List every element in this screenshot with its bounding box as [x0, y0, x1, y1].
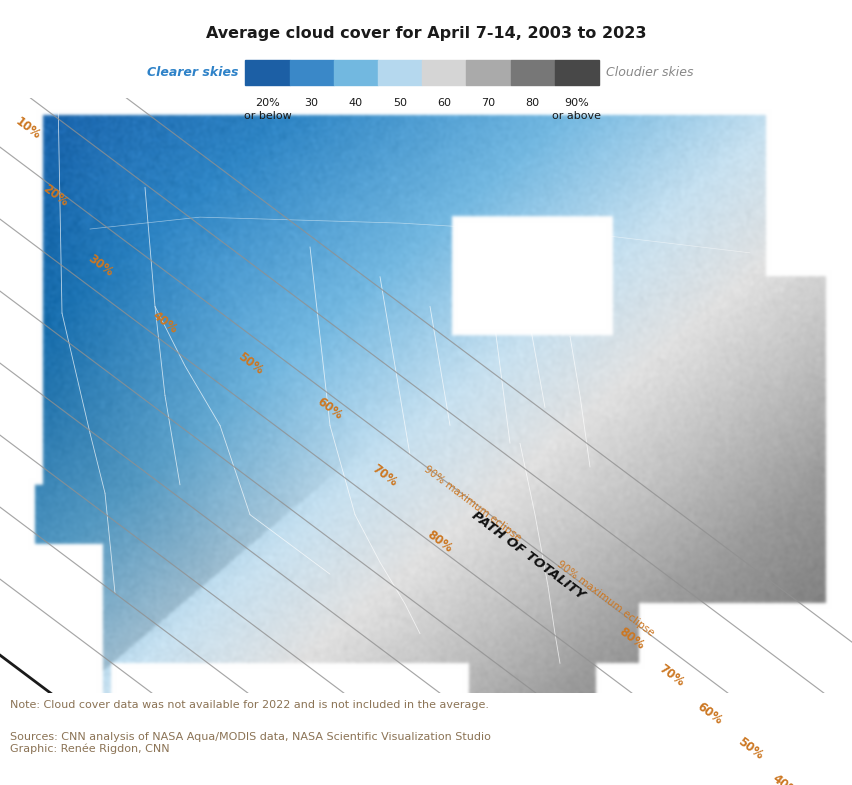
Text: 50: 50	[393, 98, 407, 108]
Text: 70: 70	[481, 98, 496, 108]
Text: 10%: 10%	[13, 115, 43, 142]
Text: 60%: 60%	[315, 395, 345, 422]
Bar	[290, 60, 334, 85]
Text: 30: 30	[305, 98, 319, 108]
Text: Sources: CNN analysis of NASA Aqua/MODIS data, NASA Scientific Visualization Stu: Sources: CNN analysis of NASA Aqua/MODIS…	[10, 732, 491, 754]
Text: 80: 80	[526, 98, 539, 108]
Text: Cloudier skies: Cloudier skies	[606, 66, 694, 78]
Bar	[510, 60, 555, 85]
Text: 40: 40	[348, 98, 363, 108]
Text: Note: Cloud cover data was not available for 2022 and is not included in the ave: Note: Cloud cover data was not available…	[10, 700, 489, 710]
Bar	[245, 60, 290, 85]
Text: Clearer skies: Clearer skies	[147, 66, 239, 78]
Text: or above: or above	[552, 111, 602, 122]
Bar	[423, 60, 466, 85]
Bar	[466, 60, 510, 85]
Text: 20%: 20%	[40, 181, 70, 209]
Text: 50%: 50%	[734, 735, 765, 761]
Text: 80%: 80%	[617, 625, 648, 652]
Text: 20%: 20%	[255, 98, 279, 108]
Text: 50%: 50%	[235, 349, 265, 377]
Text: 60%: 60%	[695, 699, 725, 727]
Text: 70%: 70%	[657, 662, 687, 688]
Text: 60: 60	[437, 98, 452, 108]
Bar	[555, 60, 599, 85]
Text: or below: or below	[244, 111, 291, 122]
Text: 90% maximum eclipse: 90% maximum eclipse	[555, 559, 655, 637]
Text: 40%: 40%	[150, 309, 180, 337]
Text: 90% maximum eclipse: 90% maximum eclipse	[422, 464, 522, 542]
Text: Average cloud cover for April 7-14, 2003 to 2023: Average cloud cover for April 7-14, 2003…	[205, 26, 647, 42]
Text: 90%: 90%	[565, 98, 590, 108]
Bar	[334, 60, 378, 85]
Text: 40%: 40%	[770, 772, 800, 785]
Bar	[378, 60, 423, 85]
Text: 70%: 70%	[370, 462, 400, 489]
Text: PATH OF TOTALITY: PATH OF TOTALITY	[469, 509, 587, 601]
Text: 80%: 80%	[425, 528, 455, 555]
Text: 30%: 30%	[85, 251, 115, 279]
